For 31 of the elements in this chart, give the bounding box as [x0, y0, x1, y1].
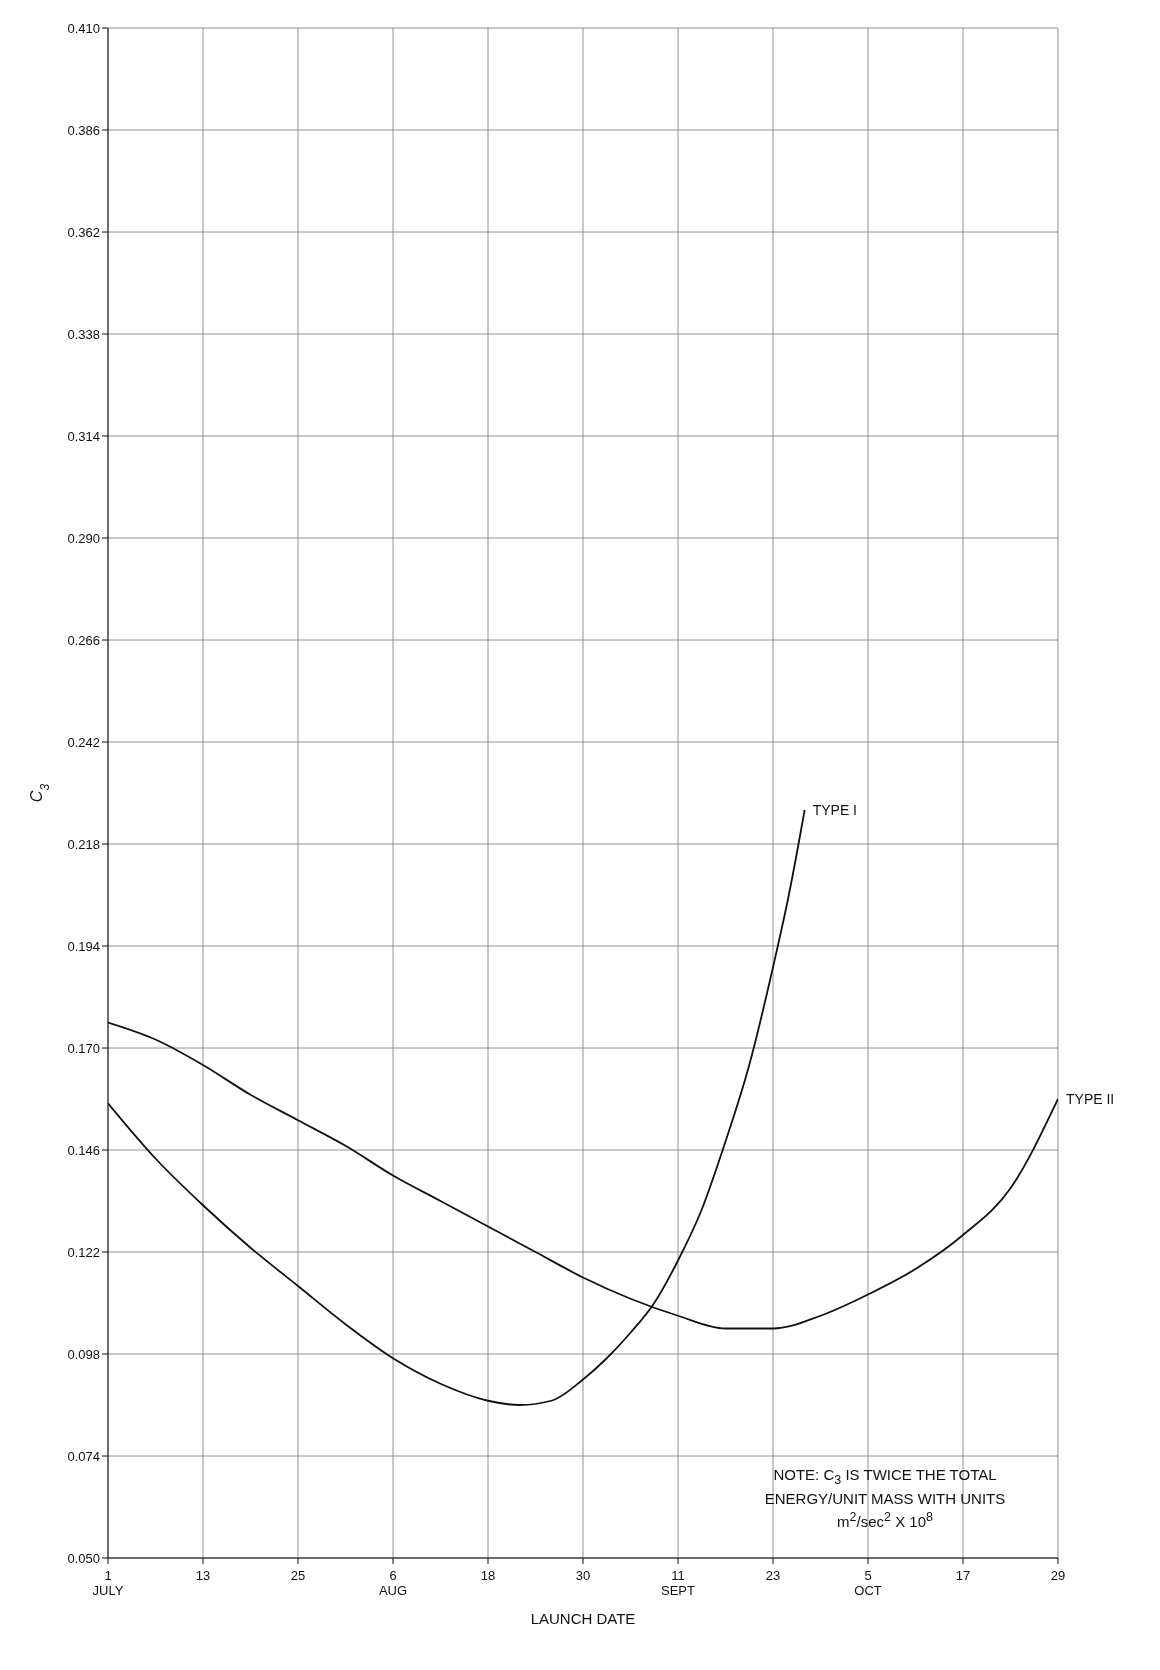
text: NOTE: C$_{3}$ IS TWICE THE TOTAL ENERGY/UNIT MASS WITH UNITS m$^{2}$/sec$^{2}$ X 10$^{8}$: [764, 1465, 1006, 1530]
y-tick-label: 0.242: [67, 734, 100, 750]
x-tick-label: 29: [1050, 1568, 1066, 1583]
y-tick-label: 0.098: [67, 1346, 100, 1362]
y-tick-label: 0.050: [67, 1550, 100, 1566]
y-tick-label: 0.314: [67, 428, 100, 444]
series-label: TYPE II: [1066, 1091, 1115, 1107]
x-tick-label: 13: [195, 1568, 211, 1583]
y-tick-label: 0.194: [67, 938, 100, 954]
x-tick-label: 18: [480, 1568, 496, 1583]
y-tick-label: 0.218: [67, 836, 100, 852]
y-tick-label: 0.290: [67, 530, 100, 546]
x-axis-title: LAUNCH DATE: [530, 1610, 636, 1627]
y-tick-label: 0.266: [67, 632, 100, 648]
x-tick-label: 23: [765, 1568, 781, 1583]
y-tick-label: 0.410: [67, 20, 100, 36]
x-tick-label: 6 AUG: [378, 1568, 408, 1598]
y-tick-label: 0.074: [67, 1448, 100, 1464]
y-tick-label: 0.362: [67, 224, 100, 240]
y-tick-label: 0.170: [67, 1040, 100, 1056]
y-tick-label: 0.146: [67, 1142, 100, 1158]
y-tick-label: 0.386: [67, 122, 100, 138]
y-tick-label: 0.122: [67, 1244, 100, 1260]
x-tick-label: 25: [290, 1568, 306, 1583]
series-label: TYPE I: [812, 802, 858, 818]
x-tick-label: 17: [955, 1568, 971, 1583]
x-tick-label: 5 OCT: [854, 1568, 882, 1598]
y-tick-label: 0.338: [67, 326, 100, 342]
x-tick-label: 1 JULY: [92, 1568, 124, 1598]
x-tick-label: 30: [575, 1568, 591, 1583]
x-tick-label: 11 SEPT: [661, 1568, 696, 1598]
